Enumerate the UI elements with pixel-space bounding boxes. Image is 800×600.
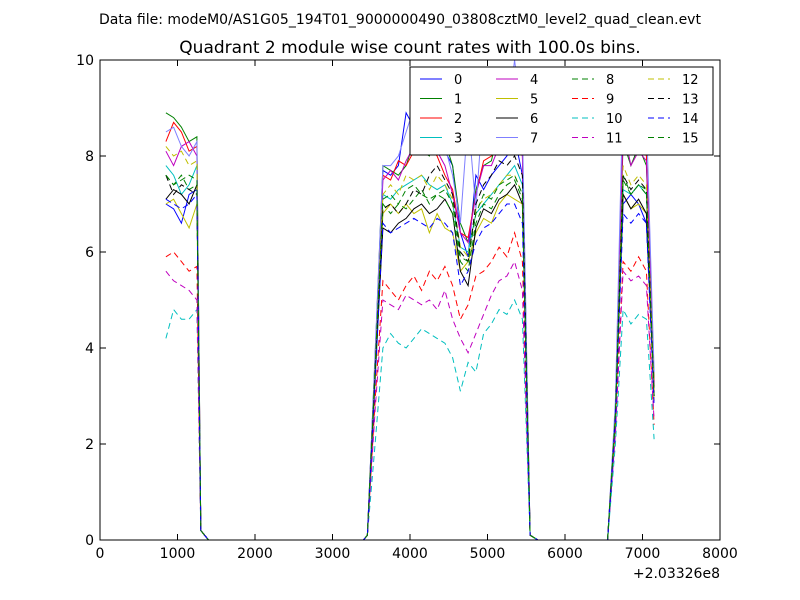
series-line-2 xyxy=(165,121,655,541)
x-tick-label: 0 xyxy=(96,546,105,562)
series-line-11 xyxy=(165,260,655,541)
legend-label-8: 8 xyxy=(606,73,614,88)
series-line-3 xyxy=(165,164,655,541)
y-tick-label: 10 xyxy=(76,53,94,69)
series-line-12 xyxy=(165,146,655,541)
x-tick-label: 8000 xyxy=(702,546,738,562)
x-tick-label: 5000 xyxy=(470,546,506,562)
legend-label-15: 15 xyxy=(682,132,699,147)
legend-label-2: 2 xyxy=(454,112,462,127)
legend-label-0: 0 xyxy=(454,73,462,88)
legend-label-14: 14 xyxy=(682,112,699,127)
chart-title: Quadrant 2 module wise count rates with … xyxy=(179,38,640,58)
series-line-0 xyxy=(165,111,655,541)
legend-label-3: 3 xyxy=(454,132,462,147)
legend-box xyxy=(409,66,714,156)
series-line-5 xyxy=(165,192,655,541)
legend-label-1: 1 xyxy=(454,93,462,108)
series-line-15 xyxy=(165,174,655,541)
legend-label-12: 12 xyxy=(682,73,699,88)
legend-label-9: 9 xyxy=(606,93,614,108)
y-tick-label: 0 xyxy=(85,533,94,549)
legend-label-4: 4 xyxy=(530,73,538,88)
x-tick-label: 4000 xyxy=(392,546,428,562)
x-tick-label: 6000 xyxy=(547,546,583,562)
legend-label-13: 13 xyxy=(682,93,699,108)
series-line-8 xyxy=(165,174,655,541)
series-line-10 xyxy=(165,298,655,541)
x-offset-label: +2.03326e8 xyxy=(633,566,720,582)
series-line-9 xyxy=(165,231,655,541)
x-tick-label: 3000 xyxy=(315,546,351,562)
legend-label-11: 11 xyxy=(606,132,623,147)
x-tick-label: 7000 xyxy=(625,546,661,562)
y-tick-label: 8 xyxy=(85,149,94,165)
legend-label-7: 7 xyxy=(530,132,538,147)
legend-label-5: 5 xyxy=(530,93,538,108)
series-line-14 xyxy=(165,193,655,541)
series-line-4 xyxy=(165,127,655,541)
series-line-1 xyxy=(165,112,655,541)
legend-label-6: 6 xyxy=(530,112,538,127)
x-tick-label: 1000 xyxy=(160,546,196,562)
y-tick-label: 6 xyxy=(85,245,94,261)
y-tick-label: 4 xyxy=(85,341,94,357)
x-tick-label: 2000 xyxy=(237,546,273,562)
legend-label-10: 10 xyxy=(606,112,623,127)
y-tick-label: 2 xyxy=(85,437,94,453)
series-line-6 xyxy=(165,183,655,541)
data-file-suptitle: Data file: modeM0/AS1G05_194T01_90000004… xyxy=(99,12,701,28)
